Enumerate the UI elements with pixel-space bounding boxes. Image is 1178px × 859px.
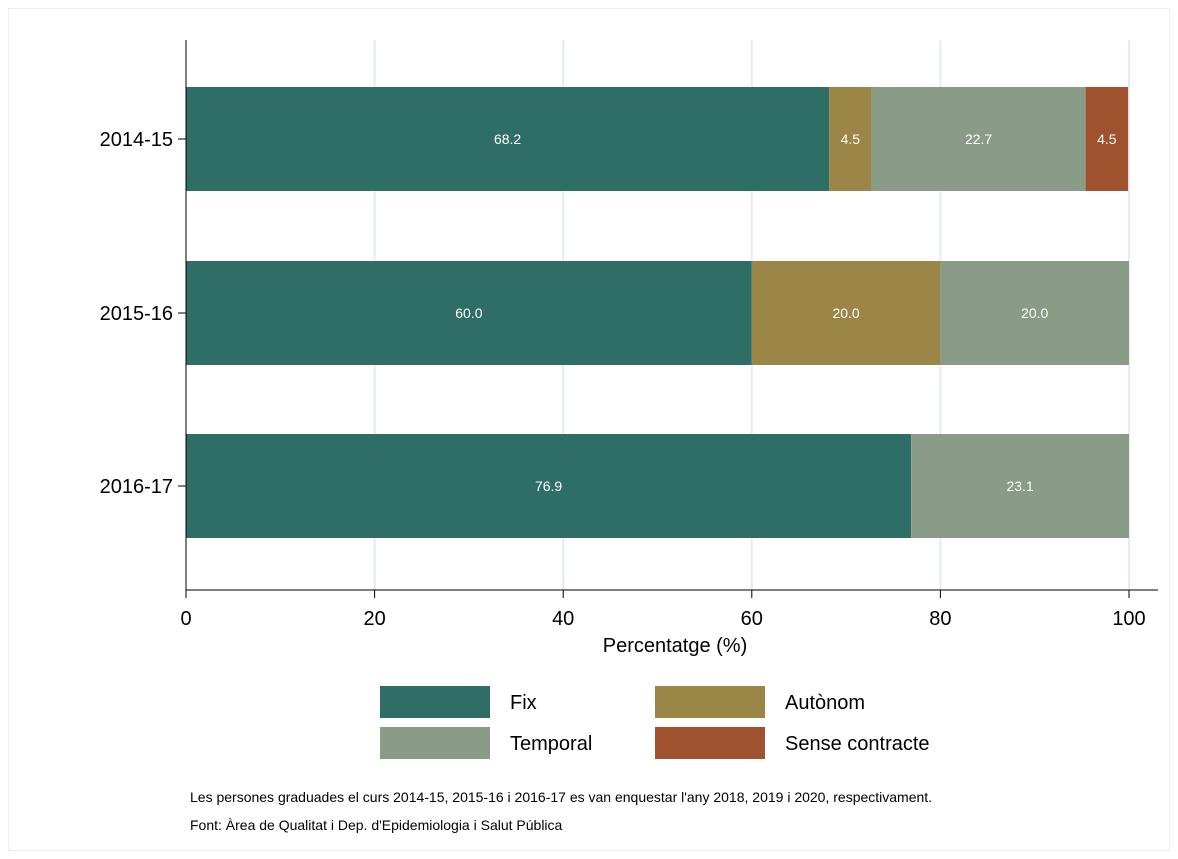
legend-swatch: [655, 686, 765, 718]
category-label: 2015-16: [100, 303, 173, 325]
x-tick-label: 0: [180, 608, 191, 630]
bar-value-label: 4.5: [1097, 131, 1117, 147]
legend-swatch: [380, 727, 490, 759]
bar-segment: [751, 261, 941, 365]
bar-segment: [186, 261, 752, 365]
footnotes: Les persones graduades el curs 2014-15, …: [190, 789, 932, 833]
bar-segment: [186, 434, 912, 538]
category-label: 2016-17: [100, 476, 173, 498]
legend-swatch: [380, 686, 490, 718]
bar-value-label: 68.2: [494, 131, 521, 147]
bar-segment: [940, 261, 1129, 365]
x-tick-label: 80: [929, 608, 951, 630]
bar-segment: [829, 87, 872, 191]
legend-label: Temporal: [510, 733, 592, 755]
bar-segment: [186, 87, 830, 191]
category-labels: 2014-15 2015-16 2016-17: [100, 129, 186, 498]
bar-segment: [911, 434, 1129, 538]
legend-swatch: [655, 727, 765, 759]
bar-segment: [1085, 87, 1129, 191]
bar-value-label: 60.0: [455, 305, 482, 321]
axes: [185, 40, 1158, 591]
footnote-source: Font: Àrea de Qualitat i Dep. d'Epidemio…: [190, 817, 563, 833]
bar-value-label: 23.1: [1006, 478, 1033, 494]
legend-label: Fix: [510, 692, 537, 714]
x-tick-label: 40: [552, 608, 574, 630]
x-axis-title: Percentatge (%): [603, 635, 748, 657]
x-tick-label: 100: [1112, 608, 1145, 630]
x-tick-label: 20: [363, 608, 385, 630]
legend-label: Sense contracte: [785, 733, 930, 755]
bars: 68.2 4.5 22.7 4.5 60.0 20.0 20.0 76.9 23.1: [186, 87, 1129, 538]
bar-value-label: 20.0: [832, 305, 859, 321]
legend-label: Autònom: [785, 692, 865, 714]
legend: Fix Autònom Temporal Sense contracte: [380, 686, 930, 759]
bar-value-label: 20.0: [1021, 305, 1048, 321]
bar-segment: [871, 87, 1086, 191]
x-tick-label: 60: [741, 608, 763, 630]
category-label: 2014-15: [100, 129, 173, 151]
bar-value-label: 4.5: [841, 131, 861, 147]
footnote-survey: Les persones graduades el curs 2014-15, …: [190, 789, 932, 805]
bar-value-label: 22.7: [965, 131, 992, 147]
bar-value-label: 76.9: [535, 478, 562, 494]
chart-frame: [8, 8, 1170, 851]
x-ticks: 0 20 40 60 80 100: [180, 590, 1146, 630]
